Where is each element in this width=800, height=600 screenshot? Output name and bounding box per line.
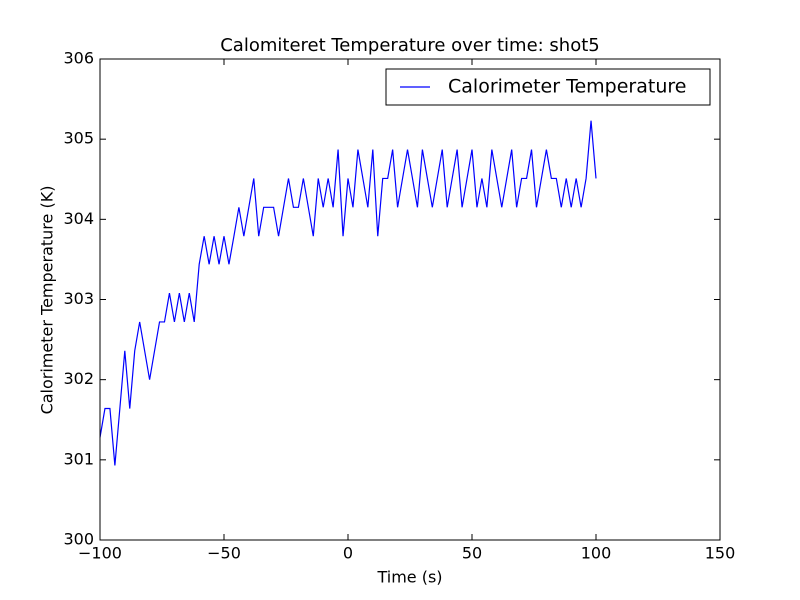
x-tick-label: −100 xyxy=(78,544,122,563)
y-tick-label: 302 xyxy=(63,369,94,388)
data-line xyxy=(99,120,597,466)
x-tick-label: 100 xyxy=(581,544,612,563)
y-tick-label: 301 xyxy=(63,449,94,468)
x-tick-label: 150 xyxy=(705,544,736,563)
x-tick-label: 50 xyxy=(462,544,482,563)
y-tick-label: 305 xyxy=(63,129,94,148)
x-tick-label: 0 xyxy=(343,544,353,563)
x-axis-label: Time (s) xyxy=(376,568,442,587)
x-tick-label: −50 xyxy=(207,544,241,563)
legend-label: Calorimeter Temperature xyxy=(448,76,686,98)
legend-box xyxy=(385,68,711,106)
y-tick-label: 306 xyxy=(63,49,94,68)
y-axis-label: Calorimeter Temperature (K) xyxy=(38,186,57,415)
chart-title: Calomiteret Temperature over time: shot5 xyxy=(220,35,600,56)
y-tick-label: 300 xyxy=(63,530,94,549)
y-tick-label: 303 xyxy=(63,289,94,308)
y-tick-label: 304 xyxy=(63,209,94,228)
